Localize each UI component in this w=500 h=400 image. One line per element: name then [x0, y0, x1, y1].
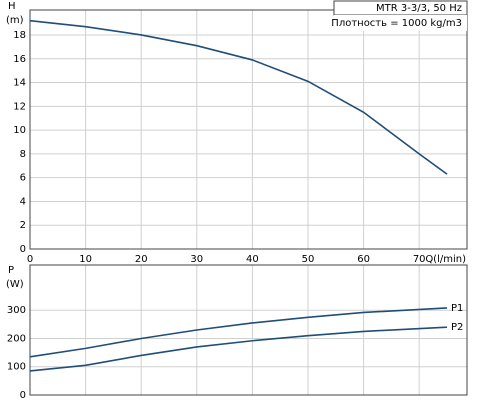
x-tick-label: 0	[27, 254, 33, 265]
curve	[29, 307, 448, 358]
series-label: P2	[451, 322, 463, 333]
y-tick-label: 14	[13, 78, 26, 89]
plot-area	[30, 10, 467, 249]
x-tick-label: 60	[357, 254, 370, 265]
x-tick-label: 10	[79, 254, 92, 265]
x-axis-title: Q(l/min)	[425, 254, 466, 265]
y-tick-label: 8	[20, 149, 26, 160]
x-tick-label: 30	[190, 254, 203, 265]
y-tick-label: 6	[20, 173, 26, 184]
info-box	[334, 15, 467, 31]
y-tick-label: 18	[13, 30, 26, 41]
y-axis-title: H	[8, 1, 16, 12]
annotation: MTR 3-3/3, 50 Hz	[376, 3, 462, 14]
y-tick-label: 12	[13, 101, 26, 112]
y-axis-title: P	[8, 265, 14, 276]
plot-frame	[29, 264, 468, 396]
series-label: P1	[451, 303, 463, 314]
y-tick-label: 16	[13, 54, 26, 65]
y-tick-label: 2	[20, 220, 26, 231]
y-axis-unit: (W)	[6, 279, 24, 290]
x-tick-label: 40	[246, 254, 259, 265]
x-tick-label: 20	[135, 254, 148, 265]
y-tick-label: 200	[7, 333, 26, 344]
curve	[29, 326, 448, 372]
x-tick-label: 50	[302, 254, 315, 265]
x-tick-label: 70	[413, 254, 426, 265]
plot-frame	[29, 9, 468, 250]
y-tick-label: 10	[13, 125, 26, 136]
curve	[29, 19, 448, 175]
y-tick-label: 300	[7, 305, 26, 316]
y-tick-label: 4	[20, 196, 26, 207]
y-tick-label: 0	[20, 390, 26, 400]
y-tick-label: 0	[20, 244, 26, 255]
annotation: Плотность = 1000 kg/m3	[331, 18, 462, 29]
y-tick-label: 100	[7, 362, 26, 373]
y-axis-unit: (m)	[6, 15, 24, 26]
